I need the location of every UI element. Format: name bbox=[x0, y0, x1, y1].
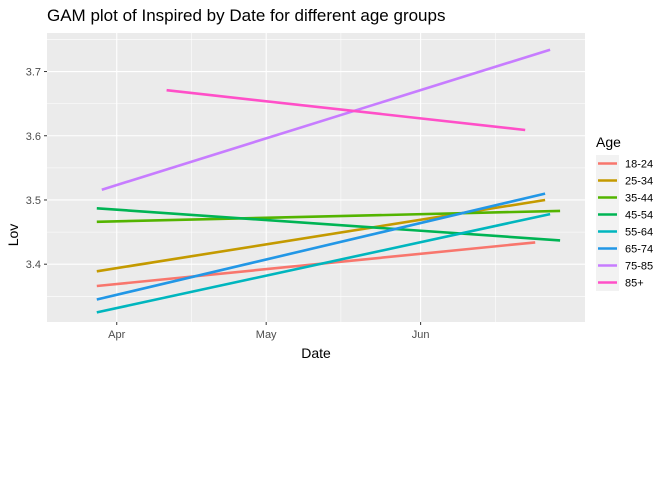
x-tick-label: May bbox=[256, 329, 277, 341]
legend-label-45-54: 45-54 bbox=[625, 210, 653, 222]
y-tick-label: 3.6 bbox=[26, 131, 41, 143]
series-line-65-74 bbox=[96, 192, 546, 301]
x-tick-label: Apr bbox=[108, 329, 125, 341]
series-line-35-44 bbox=[96, 209, 561, 224]
legend-label-75-85: 75-85 bbox=[625, 261, 653, 273]
series-lines bbox=[96, 48, 561, 314]
legend-label-18-24: 18-24 bbox=[625, 159, 653, 171]
plot-panel bbox=[47, 33, 585, 322]
x-axis-title: Date bbox=[301, 345, 331, 361]
legend-label-65-74: 65-74 bbox=[625, 244, 653, 256]
legend-label-25-34: 25-34 bbox=[625, 176, 653, 188]
y-axis-title: Lov bbox=[5, 224, 21, 247]
y-tick-label: 3.4 bbox=[26, 259, 41, 271]
legend: Age 18-24 25-34 35-44 45-54 55-64 65-74 75-85 8… bbox=[596, 134, 653, 291]
series-line-75-85 bbox=[101, 48, 551, 191]
legend-label-55-64: 55-64 bbox=[625, 227, 653, 239]
y-tick-label: 3.5 bbox=[26, 195, 41, 207]
axes: 3.4 3.5 3.6 3.7 Apr May Jun bbox=[26, 67, 430, 341]
series-line-55-64 bbox=[96, 212, 551, 314]
x-tick-label: Jun bbox=[412, 329, 430, 341]
legend-title: Age bbox=[596, 134, 621, 150]
chart-title: GAM plot of Inspired by Date for differe… bbox=[47, 6, 445, 25]
series-line-45-54 bbox=[96, 207, 561, 242]
legend-label-85+: 85+ bbox=[625, 278, 644, 290]
legend-label-35-44: 35-44 bbox=[625, 193, 653, 205]
y-tick-label: 3.7 bbox=[26, 67, 41, 79]
series-line-85+ bbox=[166, 88, 526, 132]
